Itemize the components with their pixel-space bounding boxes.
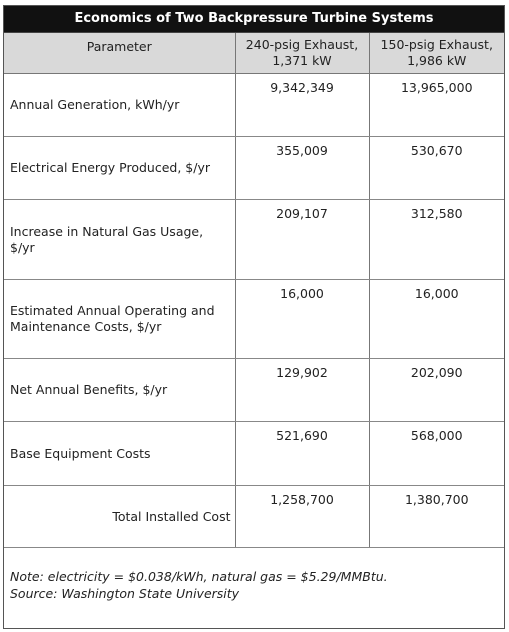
table-row: Electrical Energy Produced, $/yr 355,009… bbox=[4, 136, 504, 200]
value-150-psig: 16,000 bbox=[368, 279, 504, 359]
row-label: Estimated Annual Operating and Maintenan… bbox=[4, 279, 235, 359]
row-label-line: Estimated Annual Operating and bbox=[10, 303, 215, 318]
header-150-psig-line2: 1,986 kW bbox=[407, 53, 467, 68]
footnote-prices: Note: electricity = $0.038/kWh, natural … bbox=[10, 569, 388, 584]
header-240-psig: 240-psig Exhaust, 1,371 kW bbox=[234, 33, 369, 74]
table-title: Economics of Two Backpressure Turbine Sy… bbox=[4, 6, 504, 33]
header-150-psig-line1: 150-psig Exhaust, bbox=[380, 37, 493, 52]
table-container: Economics of Two Backpressure Turbine Sy… bbox=[3, 5, 505, 629]
table-row: Estimated Annual Operating and Maintenan… bbox=[4, 279, 504, 359]
table-row: Annual Generation, kWh/yr 9,342,349 13,9… bbox=[4, 73, 504, 137]
row-label-line: Total Installed Cost bbox=[112, 508, 231, 524]
value-150-psig: 568,000 bbox=[368, 421, 504, 486]
table-row: Increase in Natural Gas Usage, $/yr 209,… bbox=[4, 199, 504, 280]
header-parameter: Parameter bbox=[4, 33, 235, 74]
value-240-psig: 16,000 bbox=[234, 279, 369, 359]
row-label-line: $/yr bbox=[10, 239, 35, 255]
value-240-psig: 521,690 bbox=[234, 421, 369, 486]
row-label-line: Increase in Natural Gas Usage, bbox=[10, 223, 204, 239]
value-150-psig: 1,380,700 bbox=[368, 485, 504, 548]
row-label: Increase in Natural Gas Usage, $/yr bbox=[4, 199, 235, 280]
row-label: Total Installed Cost bbox=[4, 485, 235, 548]
header-240-psig-line1: 240-psig Exhaust, bbox=[245, 37, 359, 52]
table-row: Total Installed Cost 1,258,700 1,380,700 bbox=[4, 485, 504, 548]
row-label-line: Base Equipment Costs bbox=[10, 445, 151, 461]
value-150-psig: 530,670 bbox=[368, 136, 504, 200]
header-240-psig-line2: 1,371 kW bbox=[272, 53, 332, 68]
economics-table: Parameter 240-psig Exhaust, 1,371 kW 150… bbox=[4, 33, 504, 548]
value-240-psig: 9,342,349 bbox=[234, 73, 369, 137]
value-150-psig: 202,090 bbox=[368, 358, 504, 422]
row-label-line: Maintenance Costs, $/yr bbox=[10, 319, 162, 334]
row-label: Base Equipment Costs bbox=[4, 421, 235, 486]
footnote-source: Source: Washington State University bbox=[10, 586, 240, 601]
row-label-line: Electrical Energy Produced, $/yr bbox=[10, 160, 210, 175]
value-150-psig: 312,580 bbox=[368, 199, 504, 280]
value-150-psig: 13,965,000 bbox=[368, 73, 504, 137]
table-row: Net Annual Benefits, $/yr 129,902 202,09… bbox=[4, 358, 504, 422]
value-240-psig: 355,009 bbox=[234, 136, 369, 200]
row-label: Electrical Energy Produced, $/yr bbox=[4, 136, 235, 200]
row-label: Net Annual Benefits, $/yr bbox=[4, 358, 235, 422]
row-label-line: Annual Generation, kWh/yr bbox=[10, 97, 180, 112]
row-label-line: Net Annual Benefits, $/yr bbox=[10, 382, 168, 397]
table-footnote: Note: electricity = $0.038/kWh, natural … bbox=[4, 548, 504, 628]
table-row: Base Equipment Costs 521,690 568,000 bbox=[4, 421, 504, 486]
header-row: Parameter 240-psig Exhaust, 1,371 kW 150… bbox=[4, 33, 504, 74]
row-label: Annual Generation, kWh/yr bbox=[4, 73, 235, 137]
value-240-psig: 1,258,700 bbox=[234, 485, 369, 548]
value-240-psig: 209,107 bbox=[234, 199, 369, 280]
header-150-psig: 150-psig Exhaust, 1,986 kW bbox=[368, 33, 504, 74]
value-240-psig: 129,902 bbox=[234, 358, 369, 422]
